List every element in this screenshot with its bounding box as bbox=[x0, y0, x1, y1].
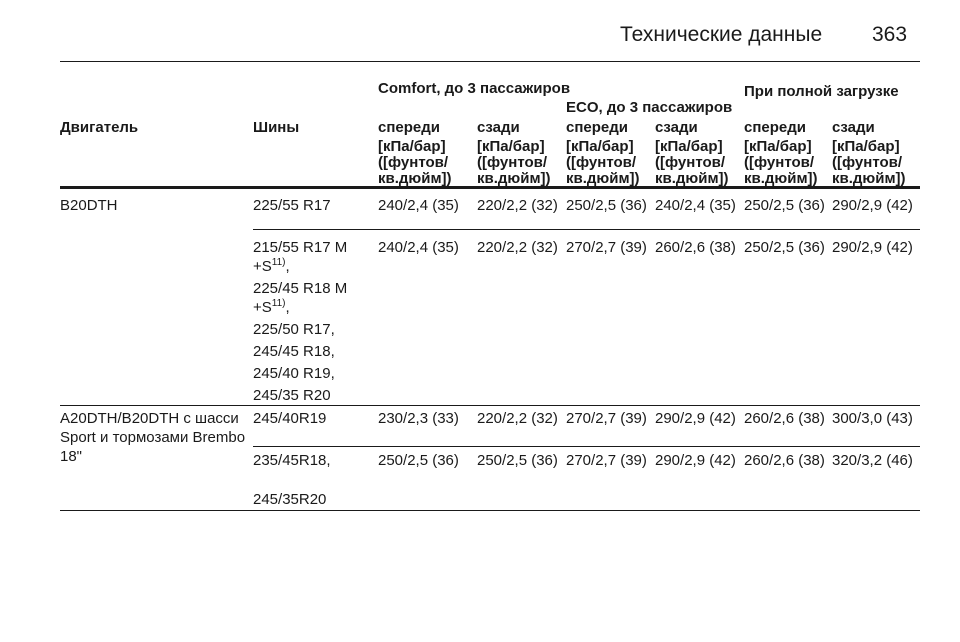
tires: 235/45R18, 245/35R20 bbox=[253, 451, 373, 509]
rule bbox=[60, 405, 920, 406]
footnote-ref: 11) bbox=[271, 298, 286, 309]
pressure: 240/2,4 (35) bbox=[378, 239, 459, 256]
column-header: спереди bbox=[566, 119, 628, 136]
pressure: 250/2,5 (36) bbox=[378, 452, 459, 469]
rule bbox=[253, 229, 920, 230]
page-number: 363 bbox=[872, 23, 908, 46]
pressure: 260/2,6 (38) bbox=[744, 452, 825, 469]
pressure: 290/2,9 (42) bbox=[655, 410, 736, 427]
pressure: 220/2,2 (32) bbox=[477, 239, 558, 256]
column-header: сзади bbox=[655, 119, 698, 136]
pressure: 250/2,5 (36) bbox=[744, 197, 825, 214]
unit-header: [кПа/бар] ([фунтов/ кв.дюйм]) bbox=[655, 138, 729, 187]
group-header: При полной загрузке bbox=[744, 83, 899, 100]
tire: 235/45R18, bbox=[253, 452, 331, 469]
tire-text: 225/45 R18 M +S bbox=[253, 280, 348, 316]
column-header: спереди bbox=[378, 119, 440, 136]
tire: 245/35 R20 bbox=[253, 387, 331, 404]
tire: 225/50 R17, bbox=[253, 321, 335, 338]
pressure: 290/2,9 (42) bbox=[832, 239, 913, 256]
rule bbox=[60, 510, 920, 511]
pressure: 290/2,9 (42) bbox=[832, 197, 913, 214]
pressure: 250/2,5 (36) bbox=[566, 197, 647, 214]
column-header: спереди bbox=[744, 119, 806, 136]
pressure: 220/2,2 (32) bbox=[477, 197, 558, 214]
column-header: сзади bbox=[832, 119, 875, 136]
pressure: 300/3,0 (43) bbox=[832, 410, 913, 427]
tire-text: 215/55 R17 M +S bbox=[253, 239, 348, 275]
unit-header: [кПа/бар] ([фунтов/ кв.дюйм]) bbox=[566, 138, 640, 187]
page-title: Технические данные bbox=[620, 23, 823, 46]
pressure: 270/2,7 (39) bbox=[566, 452, 647, 469]
group-header: ECO, до 3 пассажиров bbox=[566, 99, 733, 116]
pressure: 270/2,7 (39) bbox=[566, 410, 647, 427]
pressure: 250/2,5 (36) bbox=[477, 452, 558, 469]
pressure: 240/2,4 (35) bbox=[655, 197, 736, 214]
column-header: Шины bbox=[253, 119, 300, 136]
tire: 245/45 R18, bbox=[253, 343, 335, 360]
unit-header: [кПа/бар] ([фунтов/ кв.дюйм]) bbox=[832, 138, 906, 187]
pressure: 240/2,4 (35) bbox=[378, 197, 459, 214]
rule bbox=[60, 61, 920, 62]
pressure: 230/2,3 (33) bbox=[378, 410, 459, 427]
pressure: 260/2,6 (38) bbox=[655, 239, 736, 256]
tire-text: , bbox=[285, 258, 290, 275]
column-header: Двигатель bbox=[60, 119, 139, 136]
pressure: 270/2,7 (39) bbox=[566, 239, 647, 256]
pressure: 250/2,5 (36) bbox=[744, 239, 825, 256]
pressure: 220/2,2 (32) bbox=[477, 410, 558, 427]
tire: 225/45 R18 M +S11), bbox=[253, 279, 373, 317]
tire: 225/55 R17 bbox=[253, 197, 331, 214]
column-header: сзади bbox=[477, 119, 520, 136]
tire: 215/55 R17 M +S11), bbox=[253, 238, 373, 276]
footnote-ref: 11) bbox=[271, 257, 286, 268]
engine: A20DTH/B20DTH с шасси Sport и тормозами … bbox=[60, 410, 246, 465]
tire-text: , bbox=[285, 299, 290, 316]
rule bbox=[60, 186, 920, 189]
tire: 245/35R20 bbox=[253, 491, 327, 508]
tires: 245/40R19 bbox=[253, 409, 373, 428]
tires: 225/55 R17 bbox=[253, 196, 373, 215]
unit-header: [кПа/бар] ([фунтов/ кв.дюйм]) bbox=[378, 138, 452, 187]
tire: 245/40 R19, bbox=[253, 365, 335, 382]
pressure: 320/3,2 (46) bbox=[832, 452, 913, 469]
unit-header: [кПа/бар] ([фунтов/ кв.дюйм]) bbox=[744, 138, 818, 187]
tires: 215/55 R17 M +S11), 225/45 R18 M +S11), 22… bbox=[253, 238, 373, 405]
rule bbox=[253, 446, 920, 447]
engine: B20DTH bbox=[60, 197, 118, 214]
unit-header: [кПа/бар] ([фунтов/ кв.дюйм]) bbox=[477, 138, 551, 187]
group-header: Comfort, до 3 пассажиров bbox=[378, 80, 571, 97]
pressure: 260/2,6 (38) bbox=[744, 410, 825, 427]
pressure: 290/2,9 (42) bbox=[655, 452, 736, 469]
tire: 245/40R19 bbox=[253, 410, 327, 427]
